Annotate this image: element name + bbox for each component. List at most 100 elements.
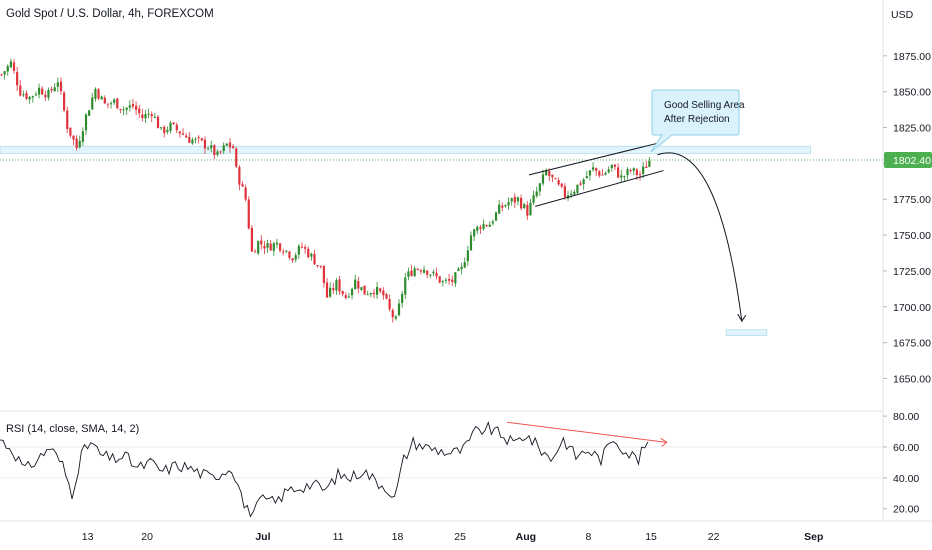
candle-body bbox=[642, 166, 645, 174]
candle-body bbox=[610, 164, 613, 169]
candle-body bbox=[37, 87, 41, 95]
candle-body bbox=[232, 146, 235, 149]
candle-body bbox=[241, 184, 244, 187]
candle-body bbox=[388, 299, 391, 310]
candle-body bbox=[307, 248, 310, 258]
candle-body bbox=[585, 176, 588, 179]
candle-body bbox=[141, 114, 144, 119]
candle-body bbox=[463, 262, 466, 268]
candle-body bbox=[50, 89, 53, 91]
candle-body bbox=[485, 225, 488, 227]
candle-body bbox=[319, 265, 322, 267]
currency-label: USD bbox=[891, 9, 914, 21]
projection-arrowhead bbox=[737, 313, 747, 323]
candle-body bbox=[304, 247, 307, 249]
candle-body bbox=[404, 277, 407, 295]
candle-body bbox=[147, 113, 150, 115]
candle-body bbox=[379, 288, 382, 292]
candle-body bbox=[369, 293, 372, 295]
candle-body bbox=[529, 202, 532, 216]
candle-body bbox=[557, 180, 560, 185]
target-zone bbox=[725, 329, 768, 336]
candle-body bbox=[366, 294, 369, 296]
candle-body bbox=[344, 295, 347, 298]
candle-body bbox=[100, 96, 103, 100]
price-tick-label: 1850.00 bbox=[893, 87, 931, 99]
candle-body bbox=[466, 250, 469, 262]
candle-body bbox=[538, 183, 541, 192]
price-tick-label: 1700.00 bbox=[893, 302, 931, 314]
candle-body bbox=[285, 250, 288, 252]
candle-body bbox=[288, 251, 291, 258]
candle-body bbox=[416, 269, 419, 271]
candle-body bbox=[156, 116, 160, 129]
candle-body bbox=[454, 272, 457, 284]
candle-body bbox=[513, 196, 516, 203]
rsi-axis[interactable]: 20.00 40.00 60.00 80.00 bbox=[883, 411, 919, 516]
time-axis[interactable]: 13 20 Jul 11 18 25 Aug 8 15 22 Sep bbox=[82, 531, 824, 543]
callout-bubble bbox=[650, 89, 740, 153]
candle-body bbox=[419, 270, 423, 272]
candle-body bbox=[316, 265, 319, 267]
rsi-tick-label: 80.00 bbox=[893, 411, 919, 423]
candle-body bbox=[357, 281, 360, 289]
overlays-layer bbox=[528, 142, 747, 323]
candle-body bbox=[579, 183, 582, 185]
candle-body bbox=[382, 290, 385, 296]
candle-body bbox=[526, 204, 529, 216]
candle-body bbox=[194, 138, 197, 140]
current-price-tag-bg bbox=[884, 151, 932, 168]
candle-body bbox=[457, 268, 460, 271]
candle-body bbox=[181, 133, 185, 135]
candle-body bbox=[554, 178, 557, 180]
candle-body bbox=[297, 245, 300, 255]
candle-body bbox=[228, 142, 232, 148]
candle-body bbox=[22, 94, 25, 96]
candle-body bbox=[59, 81, 63, 92]
rsi-divergence-line bbox=[506, 421, 667, 443]
candle-body bbox=[341, 291, 344, 295]
candle-body bbox=[541, 174, 545, 184]
candle-body bbox=[573, 191, 576, 195]
candle-body bbox=[488, 224, 491, 227]
candle-body bbox=[47, 89, 50, 98]
candle-body bbox=[238, 167, 241, 185]
candle-body bbox=[72, 135, 75, 140]
candle-body bbox=[109, 103, 113, 105]
candle-body bbox=[260, 240, 263, 245]
candle-body bbox=[166, 129, 169, 132]
zones-layer bbox=[0, 145, 883, 336]
candle-body bbox=[31, 96, 34, 98]
candle-body bbox=[532, 195, 535, 203]
candle-body bbox=[626, 169, 629, 176]
candle-body bbox=[175, 124, 178, 131]
candle-body bbox=[313, 253, 316, 265]
candle-body bbox=[116, 98, 119, 109]
price-axis[interactable]: 1650.00 1675.00 1700.00 1725.00 1750.00 1775.… bbox=[883, 51, 931, 386]
candle-body bbox=[25, 93, 28, 99]
candle-body bbox=[360, 287, 363, 290]
candle-body bbox=[570, 193, 573, 196]
time-tick-label: 15 bbox=[645, 531, 657, 543]
time-tick-label: 18 bbox=[392, 531, 404, 543]
candle-body bbox=[588, 170, 592, 176]
candle-body bbox=[376, 286, 379, 295]
candle-body bbox=[78, 140, 81, 148]
candle-body bbox=[523, 204, 526, 209]
candle-body bbox=[460, 266, 463, 270]
candle-body bbox=[3, 71, 6, 75]
candle-body bbox=[476, 226, 479, 231]
candle-body bbox=[138, 108, 141, 114]
candle-body bbox=[128, 105, 131, 108]
time-tick-label: Jul bbox=[255, 531, 270, 543]
candle-body bbox=[576, 184, 579, 193]
candle-body bbox=[391, 310, 394, 318]
candle-body bbox=[125, 107, 128, 110]
candle-body bbox=[169, 122, 172, 131]
candle-body bbox=[551, 174, 554, 178]
candle-body bbox=[441, 281, 444, 283]
candle-body bbox=[372, 292, 376, 295]
candle-body bbox=[563, 186, 566, 198]
candle-body bbox=[81, 131, 84, 142]
